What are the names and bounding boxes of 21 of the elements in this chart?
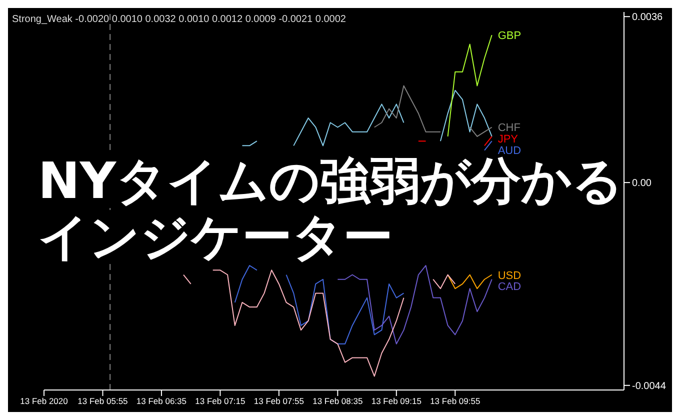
y-tick-label: 0.0036 bbox=[632, 12, 664, 24]
series-label: CHF bbox=[498, 122, 521, 134]
line-series bbox=[447, 34, 492, 137]
series-label: USD bbox=[498, 270, 522, 282]
series-label: CAD bbox=[498, 281, 522, 294]
x-tick-label: 13 Feb 08:35 bbox=[312, 396, 363, 406]
series-label: GBP bbox=[498, 30, 522, 42]
y-tick-label: 0.00 bbox=[632, 178, 652, 190]
annotation: インジケーター bbox=[38, 208, 393, 266]
x-tick-label: 13 Feb 05:55 bbox=[78, 396, 128, 406]
x-tick-label: 13 Feb 09:55 bbox=[430, 396, 480, 406]
line-series bbox=[337, 265, 492, 344]
x-tick-label: 13 Feb 07:15 bbox=[195, 396, 246, 406]
x-tick-label: 13 Feb 07:55 bbox=[254, 396, 304, 406]
x-tick-label: 13 Feb 2020 bbox=[20, 396, 68, 406]
series-label: JPY bbox=[498, 134, 519, 146]
chart-title: Strong_Weak -0.0020 0.0010 0.0032 0.0010 0.0012 0.0009 -0.0021 0.0002 bbox=[12, 14, 346, 25]
x-tick-label: 13 Feb 09:15 bbox=[371, 396, 422, 406]
x-tick-label: 13 Feb 06:35 bbox=[136, 396, 187, 406]
line-series bbox=[447, 274, 492, 290]
y-tick-label: -0.0044 bbox=[632, 380, 666, 392]
